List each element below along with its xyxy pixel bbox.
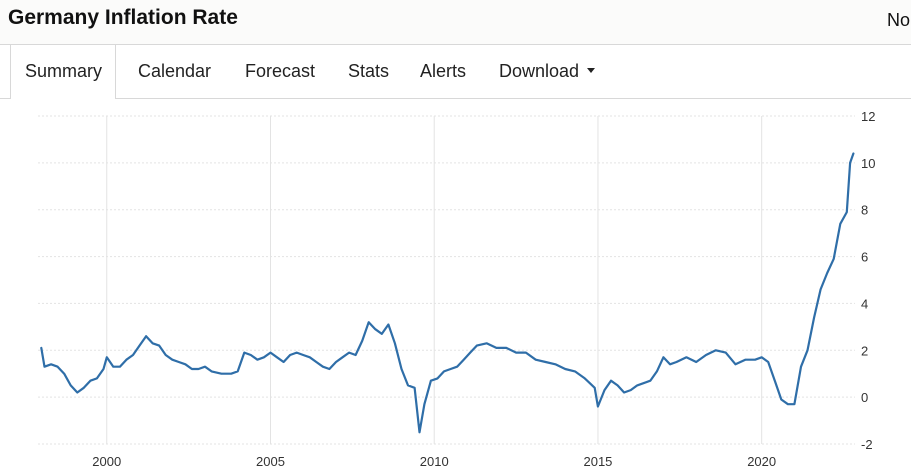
page-header: Germany Inflation Rate No [0,0,911,44]
y-tick-label: 8 [861,203,868,218]
y-tick-label: 4 [861,296,868,311]
y-tick-label: 2 [861,343,868,358]
header-right-link[interactable]: No [887,10,911,30]
y-tick-label: 12 [861,109,875,124]
x-tick-label: 2010 [420,454,449,469]
tab-label: Stats [348,61,390,81]
tab-stats[interactable]: Stats [348,45,389,98]
inflation-line-chart: 12 10 8 6 4 2 0 -2 2000 2005 2010 2015 2020 [38,109,875,469]
tab-summary[interactable]: Summary [10,45,117,99]
x-tick-label: 2005 [256,454,285,469]
tab-label: Calendar [138,61,212,81]
tab-label: Download [499,61,580,81]
x-tick-label: 2015 [583,454,612,469]
y-tick-label: -2 [861,437,873,452]
y-tick-label: 0 [861,390,868,405]
chevron-down-icon [587,67,596,73]
tab-calendar[interactable]: Calendar [138,45,211,98]
tab-forecast[interactable]: Forecast [245,45,315,98]
tab-label: Alerts [420,61,467,81]
y-tick-label: 6 [861,250,868,265]
x-tick-label: 2000 [92,454,121,469]
tab-download[interactable]: Download [499,45,596,98]
x-tick-label: 2020 [747,454,776,469]
series-line [40,152,855,434]
tab-alerts[interactable]: Alerts [420,45,466,98]
tab-bar: Summary Calendar Forecast Stats Alerts D… [0,44,911,99]
tab-label: Forecast [245,61,316,81]
y-tick-label: 10 [861,156,875,171]
tab-label: Summary [25,61,103,81]
page-title: Germany Inflation Rate [8,6,238,29]
